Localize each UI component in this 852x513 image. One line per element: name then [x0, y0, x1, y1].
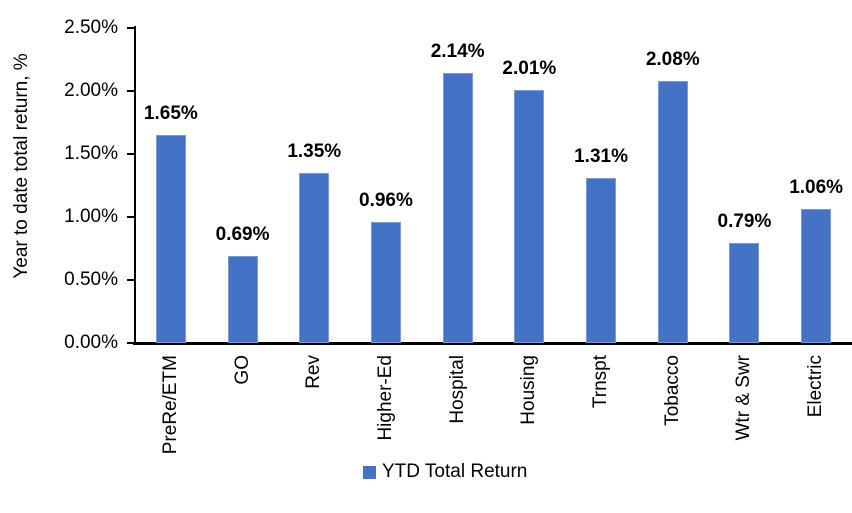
- bar-value-label: 0.69%: [215, 224, 270, 246]
- x-tick-label: Electric: [805, 355, 827, 418]
- bar: [801, 209, 832, 343]
- y-tick-mark: [127, 27, 136, 29]
- legend-marker: [363, 465, 376, 479]
- bar: [227, 256, 258, 343]
- bar-value-label: 2.01%: [502, 57, 557, 79]
- legend: YTD Total Return: [363, 461, 527, 483]
- x-tick-label: Housing: [518, 355, 540, 425]
- bar: [442, 73, 473, 343]
- x-tick-label: Rev: [303, 355, 325, 389]
- y-tick-label: 2.50%: [64, 17, 118, 38]
- x-tick-label: GO: [231, 355, 253, 385]
- y-tick-mark: [127, 216, 136, 218]
- y-axis-line: [134, 26, 136, 344]
- x-tick-label: Hospital: [446, 355, 468, 424]
- bar-value-label: 2.08%: [645, 48, 700, 70]
- bar-value-label: 1.06%: [789, 177, 844, 199]
- bar: [586, 177, 617, 343]
- plot-area: 1.65% 0.69% 1.35% 0.96% 2.14% 2.01% 1.31% 2.08%…: [135, 28, 852, 343]
- bar-value-label: 0.79%: [717, 211, 772, 233]
- x-tick-label: Trnspt: [590, 355, 612, 409]
- y-tick-mark: [127, 279, 136, 281]
- x-tick-label: PreRe/ETM: [159, 355, 181, 455]
- y-tick-label: 2.00%: [64, 80, 118, 101]
- y-tick-label: 0.50%: [64, 269, 118, 290]
- x-tick-label: Tobacco: [661, 355, 683, 426]
- bar-value-label: 0.96%: [359, 190, 413, 212]
- y-tick-label: 0.00%: [64, 332, 118, 353]
- bar: [155, 135, 186, 343]
- bar: [729, 243, 760, 343]
- bar-value-label: 2.14%: [430, 41, 485, 63]
- y-tick-label: 1.00%: [64, 206, 118, 227]
- x-tick-label: Wtr & Swr: [733, 355, 755, 441]
- bar: [514, 89, 545, 343]
- bar: [657, 80, 688, 343]
- x-tick-label: Higher-Ed: [374, 355, 396, 441]
- legend-label: YTD Total Return: [382, 461, 528, 482]
- y-tick-mark: [127, 90, 136, 92]
- y-tick-mark: [127, 153, 136, 155]
- bar: [370, 222, 401, 343]
- x-axis-line: [133, 342, 852, 345]
- y-tick-label: 1.50%: [64, 143, 118, 164]
- bar-value-label: 1.35%: [287, 140, 342, 162]
- y-tick-mark: [127, 342, 136, 344]
- bar: [299, 172, 330, 343]
- bar-value-label: 1.65%: [143, 103, 198, 125]
- bar-value-label: 1.31%: [574, 145, 628, 167]
